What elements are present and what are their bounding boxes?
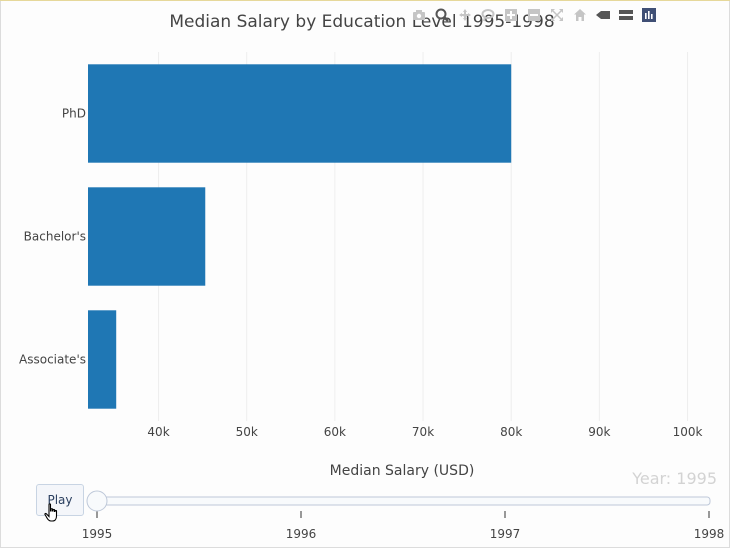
zoom-icon[interactable] xyxy=(431,6,452,24)
slider-tick-label[interactable]: 1996 xyxy=(286,527,317,541)
x-tick-label: 80k xyxy=(500,425,522,439)
x-tick-label: 60k xyxy=(324,425,346,439)
modebar xyxy=(408,6,659,24)
slider-tick-label[interactable]: 1997 xyxy=(490,527,521,541)
slider-tick-label[interactable]: 1998 xyxy=(694,527,725,541)
bar[interactable] xyxy=(88,64,512,163)
x-tick-label: 50k xyxy=(236,425,258,439)
bar[interactable] xyxy=(88,310,117,409)
top-border xyxy=(0,0,730,1)
hand-cursor-icon xyxy=(44,503,58,522)
plotly-logo-icon[interactable] xyxy=(638,6,659,24)
autoscale-icon[interactable] xyxy=(546,6,567,24)
spike-lines-icon[interactable] xyxy=(592,6,613,24)
pan-icon[interactable] xyxy=(454,6,475,24)
slider-ticks: 1995 1996 1997 1998 xyxy=(82,511,725,541)
camera-icon[interactable] xyxy=(408,6,429,24)
compare-hover-icon[interactable] xyxy=(615,6,636,24)
slider-tick-label[interactable]: 1995 xyxy=(82,527,113,541)
x-tick-label: 100k xyxy=(673,425,703,439)
x-tick-label: 70k xyxy=(412,425,434,439)
x-tick-label: 40k xyxy=(147,425,169,439)
chart-title: Median Salary by Education Level 1995-19… xyxy=(169,12,554,32)
slider-current-value-label: Year: 1995 xyxy=(631,469,717,488)
play-button[interactable]: Play xyxy=(36,484,84,516)
zoom-in-icon[interactable] xyxy=(500,6,521,24)
y-tick-label: Associate's xyxy=(19,353,86,367)
lasso-icon[interactable] xyxy=(477,6,498,24)
bars-layer xyxy=(88,64,512,409)
slider-handle[interactable] xyxy=(86,490,108,512)
x-axis-title: Median Salary (USD) xyxy=(330,463,475,479)
x-tick-labels: 40k 50k 60k 70k 80k 90k 100k xyxy=(147,425,702,439)
reset-axes-icon[interactable] xyxy=(569,6,590,24)
y-tick-label: Bachelor's xyxy=(24,230,86,244)
y-tick-labels: PhD Bachelor's Associate's xyxy=(19,107,86,367)
zoom-out-icon[interactable] xyxy=(523,6,544,24)
bar[interactable] xyxy=(88,187,206,286)
slider-track[interactable] xyxy=(96,496,711,506)
y-tick-label: PhD xyxy=(62,107,86,121)
x-tick-label: 90k xyxy=(588,425,610,439)
